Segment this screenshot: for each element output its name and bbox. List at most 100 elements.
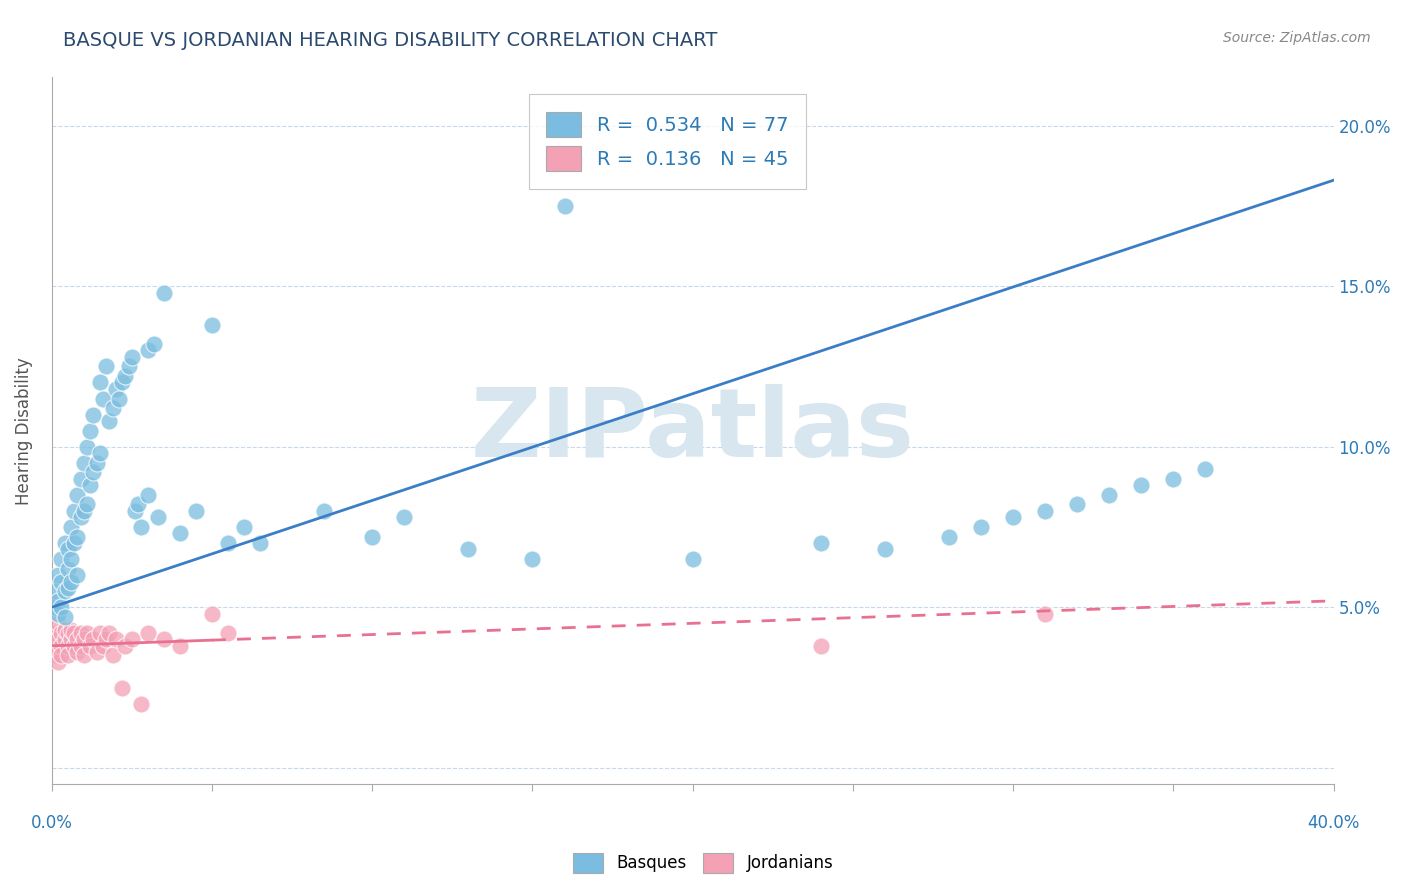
Point (79, 639, 101, 653)
Point (153, 632, 176, 647)
Point (89, 626, 111, 640)
Legend: Basques, Jordanians: Basques, Jordanians (567, 847, 839, 880)
Point (314, 504, 336, 518)
Point (44, 600, 66, 615)
Point (124, 504, 146, 518)
Point (121, 350, 143, 364)
Point (457, 542, 479, 557)
Point (53, 610, 76, 624)
Text: 40.0%: 40.0% (1308, 814, 1360, 832)
Point (91, 392, 114, 406)
Point (73, 648, 96, 663)
Point (217, 626, 239, 640)
Point (56, 639, 79, 653)
Point (82, 466, 104, 480)
Point (101, 648, 124, 663)
Point (101, 401, 124, 416)
Point (114, 639, 136, 653)
Point (114, 369, 136, 384)
Point (76, 498, 98, 512)
Point (44, 584, 66, 599)
Point (46, 594, 69, 608)
Point (131, 520, 153, 534)
Point (51, 648, 73, 663)
Point (66, 632, 89, 647)
Point (394, 510, 416, 524)
Point (76, 626, 98, 640)
Point (1130, 478, 1153, 492)
Point (51, 600, 73, 615)
Point (56, 626, 79, 640)
Point (1163, 472, 1185, 486)
Point (56, 581, 79, 595)
Point (59, 574, 82, 589)
Point (118, 359, 141, 374)
Point (63, 626, 86, 640)
Point (249, 536, 271, 550)
Point (169, 526, 191, 541)
Point (46, 607, 69, 621)
Point (59, 552, 82, 566)
Point (51, 626, 73, 640)
Point (91, 639, 114, 653)
Point (96, 632, 118, 647)
Point (184, 504, 207, 518)
Point (44, 639, 66, 653)
Point (98, 414, 121, 428)
Point (1033, 607, 1056, 621)
Point (66, 568, 89, 582)
Point (143, 337, 166, 351)
Point (73, 504, 96, 518)
Point (63, 504, 86, 518)
Point (59, 623, 82, 637)
Point (51, 552, 73, 566)
Point (169, 639, 191, 653)
Point (131, 697, 153, 711)
Point (89, 376, 111, 390)
Point (66, 530, 89, 544)
Point (56, 542, 79, 557)
Legend: R =  0.534   N = 77, R =  0.136   N = 45: R = 0.534 N = 77, R = 0.136 N = 45 (529, 95, 806, 189)
Point (682, 552, 704, 566)
Point (201, 318, 224, 332)
Text: Source: ZipAtlas.com: Source: ZipAtlas.com (1223, 31, 1371, 45)
Point (53, 623, 76, 637)
Point (79, 478, 101, 492)
Point (82, 632, 104, 647)
Point (938, 530, 960, 544)
Point (46, 655, 69, 669)
Point (44, 626, 66, 640)
Point (46, 616, 69, 631)
Point (69, 626, 91, 640)
Point (96, 359, 118, 374)
Point (56, 648, 79, 663)
Point (136, 343, 159, 358)
Point (111, 376, 134, 390)
Point (970, 520, 993, 534)
Point (51, 574, 73, 589)
Point (153, 285, 176, 300)
Point (56, 562, 79, 576)
Point (233, 520, 256, 534)
Point (108, 392, 131, 406)
Point (66, 488, 89, 502)
Point (111, 681, 134, 695)
Point (53, 584, 76, 599)
Point (51, 639, 73, 653)
Point (136, 488, 159, 502)
Point (1033, 504, 1056, 518)
Text: ZIPatlas: ZIPatlas (471, 384, 915, 477)
Point (69, 639, 91, 653)
Point (53, 536, 76, 550)
Point (73, 632, 96, 647)
Point (63, 536, 86, 550)
Text: BASQUE VS JORDANIAN HEARING DISABILITY CORRELATION CHART: BASQUE VS JORDANIAN HEARING DISABILITY C… (63, 31, 717, 50)
Point (810, 639, 832, 653)
Point (89, 446, 111, 460)
Point (553, 199, 575, 213)
Point (79, 424, 101, 438)
Point (201, 607, 224, 621)
Point (121, 632, 143, 647)
Point (44, 648, 66, 663)
Point (46, 632, 69, 647)
